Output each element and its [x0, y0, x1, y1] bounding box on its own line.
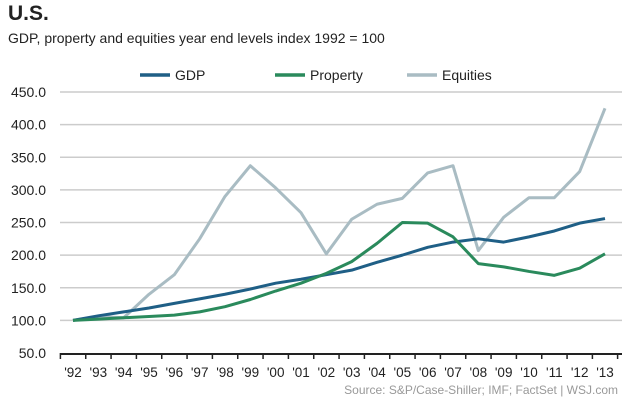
x-tick-label: '94 [115, 365, 133, 380]
x-tick-label: '95 [140, 365, 158, 380]
x-tick-label: '06 [419, 365, 437, 380]
x-tick-label: '99 [242, 365, 260, 380]
x-tick-label: '09 [495, 365, 513, 380]
chart-title: U.S. [8, 2, 49, 25]
source-note: Source: S&P/Case-Shiller; IMF; FactSet |… [344, 383, 618, 397]
x-tick-label: '96 [166, 365, 184, 380]
x-tick-label: '05 [394, 365, 412, 380]
x-tick-label: '98 [216, 365, 234, 380]
y-tick-label: 150.0 [11, 280, 46, 296]
x-tick-label: '97 [191, 365, 209, 380]
x-tick-label: '12 [571, 365, 589, 380]
legend-label-property: Property [310, 67, 363, 83]
x-tick-label: '11 [546, 365, 563, 380]
y-tick-label: 400.0 [11, 117, 46, 133]
x-tick-label: '13 [596, 365, 614, 380]
x-tick-label: '10 [520, 365, 538, 380]
chart-subtitle: GDP, property and equities year end leve… [8, 30, 385, 46]
y-tick-label: 200.0 [11, 247, 46, 263]
y-tick-label: 250.0 [11, 215, 46, 231]
legend-label-gdp: GDP [175, 67, 205, 83]
x-tick-label: '03 [343, 365, 361, 380]
series-line-gdp [72, 217, 606, 322]
y-tick-label: 450.0 [11, 84, 46, 100]
x-tick-label: '04 [368, 365, 386, 380]
y-tick-label: 50.0 [19, 345, 46, 361]
y-tick-label: 100.0 [11, 312, 46, 328]
y-tick-label: 350.0 [11, 149, 46, 165]
x-tick-label: '08 [470, 365, 488, 380]
x-tick-label: '93 [90, 365, 108, 380]
x-tick-label: '02 [318, 365, 336, 380]
x-tick-label: '01 [292, 365, 310, 380]
x-tick-label: '07 [444, 365, 462, 380]
legend-label-equities: Equities [442, 67, 492, 83]
y-tick-label: 300.0 [11, 182, 46, 198]
series-line-property [72, 221, 606, 322]
x-tick-label: '92 [64, 365, 82, 380]
x-tick-label: '00 [267, 365, 285, 380]
series-line-equities [72, 107, 607, 322]
